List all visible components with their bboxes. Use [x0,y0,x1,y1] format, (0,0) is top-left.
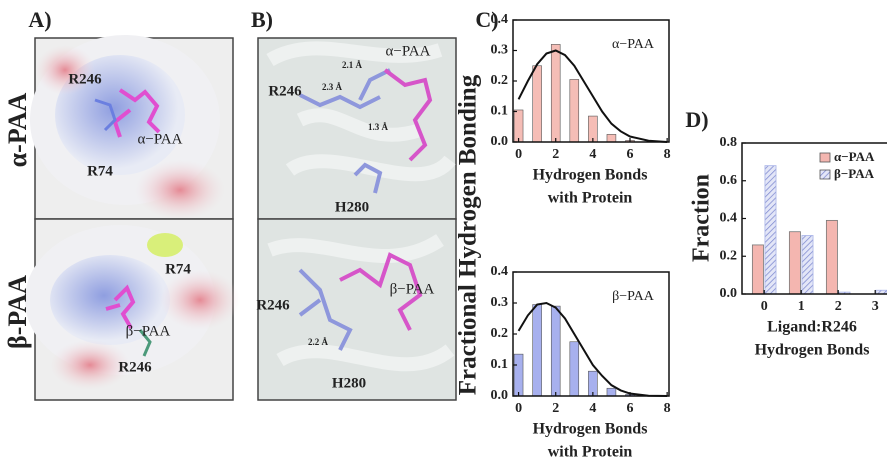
y-tick-label: 0.4 [491,264,509,279]
bar [532,304,542,397]
x-axis-title: with Protein [548,190,633,207]
row-label: β-PAA [3,275,32,349]
figure-label: α−PAA [386,43,431,59]
bar [764,165,777,295]
y-tick-label: 0.2 [491,73,509,88]
x-tick-label: 0 [761,299,768,314]
bar [550,44,561,143]
y-tick-label: 0.0 [720,286,738,301]
row-label: α-PAA [3,92,32,167]
figure-label: H280 [335,199,369,215]
annotation: α−PAA [612,37,655,52]
annotation: β−PAA [612,289,655,304]
x-tick-label: 1 [798,299,805,314]
figure-label: α−PAA [138,131,183,147]
figure-label: R246 [256,297,290,313]
x-tick-label: 4 [589,147,596,162]
y-tick-label: 0.0 [491,134,509,149]
bar [513,353,524,397]
x-tick-label: 8 [664,401,671,416]
figure-label: 2.3 Å [322,82,343,92]
y-tick-label: 0.8 [720,135,738,150]
figure-label: D) [685,107,708,132]
y-tick-label: 0.2 [720,248,738,263]
y-tick-label: 0.4 [720,211,738,226]
y-tick-label: 0.0 [491,388,509,403]
y-tick-label: 0.3 [491,43,509,58]
x-tick-label: 2 [552,401,559,416]
x-axis-title: with Protein [548,444,633,459]
figure-label: B) [251,7,273,32]
y-tick-label: 0.6 [720,173,738,188]
x-tick-label: 2 [552,147,559,162]
x-tick-label: 4 [589,401,596,416]
figure-label: R246 [268,83,302,99]
figure-label: R246 [68,71,102,87]
legend-swatch [819,152,831,163]
fit-curve [517,301,668,397]
y-tick-label: 0.3 [491,295,509,310]
x-tick-label: 0 [515,401,522,416]
figure-label: β−PAA [390,281,435,297]
x-tick-label: 6 [627,147,634,162]
x-tick-label: 8 [664,147,671,162]
x-axis-title: Ligand:R246 [767,319,857,336]
bar [569,341,580,397]
figure-label: 1.3 Å [368,122,389,132]
figure-label: β−PAA [126,323,171,339]
bar [825,219,838,295]
bar [606,134,617,143]
figure-label: H280 [332,375,366,391]
legend-label: α−PAA [834,149,875,164]
figure-label: R74 [165,261,191,277]
legend-label: β−PAA [834,166,875,181]
figure-label: 2.2 Å [308,337,329,347]
x-tick-label: 6 [627,401,634,416]
y-axis-title: Fractional Hydrogen Bonding [455,74,482,395]
fit-curve [517,49,668,143]
figure-label: 2.1 Å [342,60,363,70]
y-axis-title: Fraction [689,174,715,262]
x-tick-label: 3 [872,299,879,314]
y-tick-label: 0.2 [491,326,509,341]
figure-label: R246 [118,359,152,375]
x-axis-title: Hydrogen Bonds [755,342,870,359]
figure-label: R74 [87,163,113,179]
bar [513,109,524,143]
y-tick-label: 0.1 [491,357,509,372]
x-axis-title: Hydrogen Bonds [533,421,648,438]
panel-b-images [257,37,457,401]
panel-a-images [25,35,240,401]
bar [550,305,561,397]
figure-label: C) [475,7,498,32]
bar [532,65,542,143]
x-tick-label: 0 [515,147,522,162]
bar [801,235,814,295]
figure-label: A) [28,7,51,32]
x-axis-title: Hydrogen Bonds [533,167,648,184]
bar [569,79,580,143]
bar [606,387,617,397]
x-tick-label: 2 [835,299,842,314]
y-tick-label: 0.1 [491,104,509,119]
legend-swatch [819,169,831,180]
bar [788,231,801,295]
bar [751,244,764,295]
y-tick-label: 0.4 [491,12,509,27]
